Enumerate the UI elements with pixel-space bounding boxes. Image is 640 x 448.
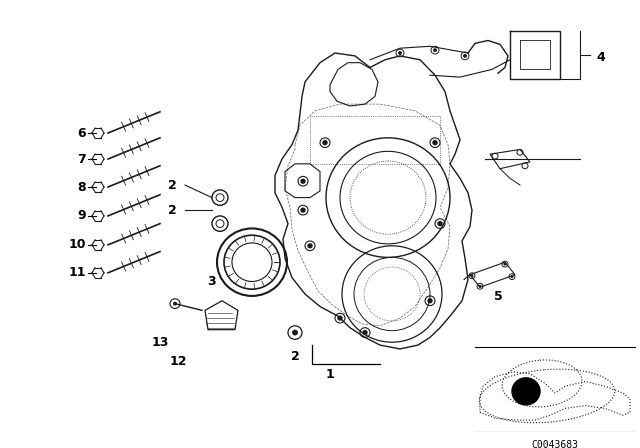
Circle shape xyxy=(301,179,305,183)
Text: 9: 9 xyxy=(77,209,86,222)
Circle shape xyxy=(301,208,305,212)
Circle shape xyxy=(470,274,474,277)
Text: 12: 12 xyxy=(169,355,187,368)
Text: 2: 2 xyxy=(168,179,177,192)
Circle shape xyxy=(292,330,298,336)
Circle shape xyxy=(433,141,437,145)
Circle shape xyxy=(438,222,442,225)
Text: 2: 2 xyxy=(168,204,177,217)
Text: 13: 13 xyxy=(151,336,169,349)
Text: 11: 11 xyxy=(68,266,86,279)
Text: 4: 4 xyxy=(596,52,605,65)
Text: 6: 6 xyxy=(77,126,86,139)
Circle shape xyxy=(363,331,367,335)
Circle shape xyxy=(479,285,481,288)
Circle shape xyxy=(504,263,506,266)
Text: 3: 3 xyxy=(208,275,216,288)
Text: 8: 8 xyxy=(77,181,86,194)
Text: 7: 7 xyxy=(77,153,86,166)
Circle shape xyxy=(398,51,402,55)
Circle shape xyxy=(323,141,327,145)
Circle shape xyxy=(338,316,342,320)
Circle shape xyxy=(512,378,540,405)
Text: 2: 2 xyxy=(291,350,300,363)
Text: 10: 10 xyxy=(68,238,86,251)
Circle shape xyxy=(428,299,432,303)
Circle shape xyxy=(173,302,177,306)
Circle shape xyxy=(433,48,437,52)
Circle shape xyxy=(308,244,312,248)
Text: 1: 1 xyxy=(326,367,334,380)
Circle shape xyxy=(463,54,467,58)
Text: C0043683: C0043683 xyxy=(531,439,579,448)
Circle shape xyxy=(511,275,513,278)
Text: 5: 5 xyxy=(493,290,502,303)
